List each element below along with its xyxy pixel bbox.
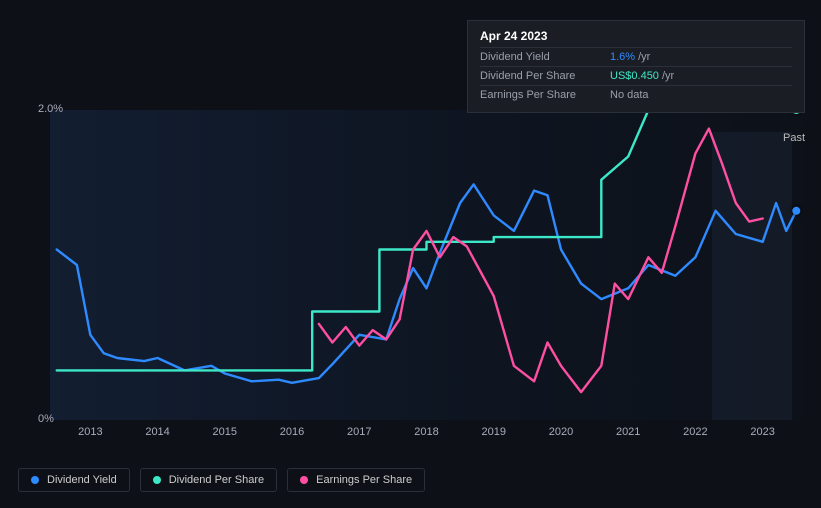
- tooltip-row: Dividend Per ShareUS$0.450/yr: [480, 66, 792, 85]
- x-tick-label: 2015: [213, 426, 237, 438]
- legend-item[interactable]: Dividend Yield: [18, 468, 130, 492]
- series-line: [319, 129, 763, 393]
- x-tick-label: 2021: [616, 426, 640, 438]
- x-tick-label: 2014: [145, 426, 169, 438]
- tooltip-row-value: No data: [610, 89, 649, 101]
- x-tick-label: 2018: [414, 426, 438, 438]
- legend-label: Dividend Per Share: [169, 474, 264, 486]
- x-tick-label: 2013: [78, 426, 102, 438]
- x-tick-label: 2016: [280, 426, 304, 438]
- tooltip-row: Earnings Per ShareNo data: [480, 85, 792, 104]
- tooltip-row-label: Earnings Per Share: [480, 89, 610, 101]
- legend-dot-icon: [300, 476, 308, 484]
- x-tick-label: 2023: [750, 426, 774, 438]
- x-tick-label: 2020: [549, 426, 573, 438]
- tooltip-row: Dividend Yield1.6%/yr: [480, 47, 792, 66]
- chart-lines: [50, 110, 803, 420]
- legend-dot-icon: [153, 476, 161, 484]
- legend-item[interactable]: Dividend Per Share: [140, 468, 277, 492]
- series-line: [57, 110, 797, 370]
- legend-dot-icon: [31, 476, 39, 484]
- tooltip-row-value: 1.6%/yr: [610, 51, 650, 63]
- series-end-dot: [792, 207, 800, 215]
- chart-tooltip: Apr 24 2023 Dividend Yield1.6%/yrDividen…: [467, 20, 805, 113]
- tooltip-rows: Dividend Yield1.6%/yrDividend Per ShareU…: [480, 47, 792, 104]
- legend-label: Dividend Yield: [47, 474, 117, 486]
- series-line: [57, 184, 797, 382]
- tooltip-date: Apr 24 2023: [480, 29, 792, 43]
- x-tick-label: 2019: [481, 426, 505, 438]
- tooltip-row-label: Dividend Per Share: [480, 70, 610, 82]
- x-tick-label: 2017: [347, 426, 371, 438]
- past-label: Past: [783, 132, 805, 144]
- chart-legend: Dividend Yield Dividend Per Share Earnings…: [18, 468, 425, 492]
- legend-item[interactable]: Earnings Per Share: [287, 468, 425, 492]
- tooltip-row-label: Dividend Yield: [480, 51, 610, 63]
- x-tick-label: 2022: [683, 426, 707, 438]
- legend-label: Earnings Per Share: [316, 474, 412, 486]
- tooltip-row-value: US$0.450/yr: [610, 70, 674, 82]
